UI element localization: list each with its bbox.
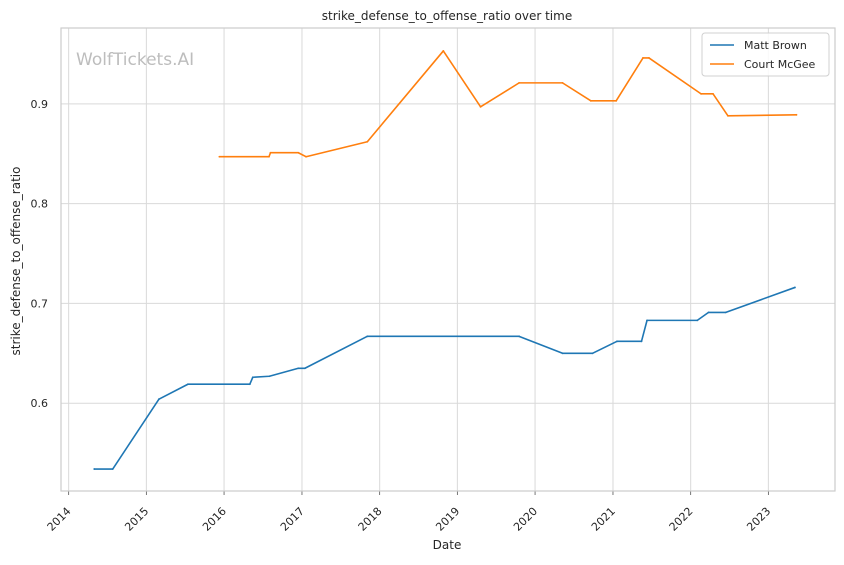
x-tick-label: 2023 — [744, 505, 773, 534]
data-point — [297, 367, 300, 370]
x-tick-label: 2020 — [511, 505, 540, 534]
watermark: WolfTickets.AI — [76, 50, 194, 70]
y-tick-label: 0.9 — [31, 98, 49, 111]
y-axis-title: strike_defense_to_offense_ratio — [9, 167, 23, 356]
x-tick-label: 2015 — [122, 505, 151, 534]
legend: Matt Brown Court McGee — [701, 32, 830, 77]
data-point — [646, 319, 648, 322]
data-point — [795, 113, 798, 116]
data-point — [93, 468, 96, 470]
x-tick-label: 2022 — [667, 505, 696, 534]
data-point — [186, 383, 189, 386]
legend-label: Court McGee — [744, 58, 816, 71]
data-point — [794, 286, 796, 289]
data-point — [251, 376, 254, 379]
data-point — [248, 383, 251, 386]
data-point — [696, 319, 699, 322]
x-tick-label: 2018 — [356, 505, 385, 534]
data-point — [561, 81, 564, 84]
chart-title: strike_defense_to_offense_ratio over tim… — [322, 9, 572, 23]
data-point — [304, 367, 306, 370]
data-point — [269, 151, 272, 154]
data-point — [589, 99, 592, 102]
data-point — [366, 335, 369, 338]
data-point — [442, 50, 445, 52]
y-tick-label: 0.6 — [31, 397, 49, 410]
data-point — [479, 105, 482, 108]
series-line-matt-brown — [94, 286, 796, 470]
y-tick-label: 0.8 — [31, 198, 49, 211]
data-point — [724, 311, 727, 314]
data-point — [640, 340, 643, 343]
data-point — [561, 352, 564, 355]
data-point — [518, 335, 520, 338]
data-point — [297, 151, 300, 154]
data-point — [642, 57, 644, 59]
data-point — [111, 468, 114, 470]
data-point — [218, 155, 221, 158]
legend-box — [701, 32, 830, 77]
data-point — [366, 140, 369, 143]
data-point — [615, 99, 618, 102]
data-point — [158, 398, 160, 401]
x-tick-label: 2021 — [589, 505, 618, 534]
data-point — [616, 340, 618, 343]
data-point — [268, 375, 271, 378]
x-tick-label: 2014 — [45, 505, 74, 534]
data-point — [268, 155, 270, 158]
x-tick-label: 2019 — [433, 505, 462, 534]
data-point — [700, 92, 703, 95]
x-tick-label: 2016 — [200, 505, 229, 534]
x-axis-title: Date — [433, 538, 462, 552]
y-tick-label: 0.7 — [31, 297, 49, 310]
legend-label: Matt Brown — [744, 39, 807, 52]
data-point — [518, 81, 520, 84]
data-point — [712, 92, 714, 95]
data-point — [591, 352, 594, 355]
series-line-court-mcgee — [219, 50, 797, 158]
plot-frame — [60, 27, 836, 492]
data-point — [305, 155, 307, 158]
data-point — [707, 311, 710, 314]
data-point — [727, 114, 729, 117]
data-point — [648, 57, 650, 59]
x-tick-label: 2017 — [278, 505, 307, 534]
